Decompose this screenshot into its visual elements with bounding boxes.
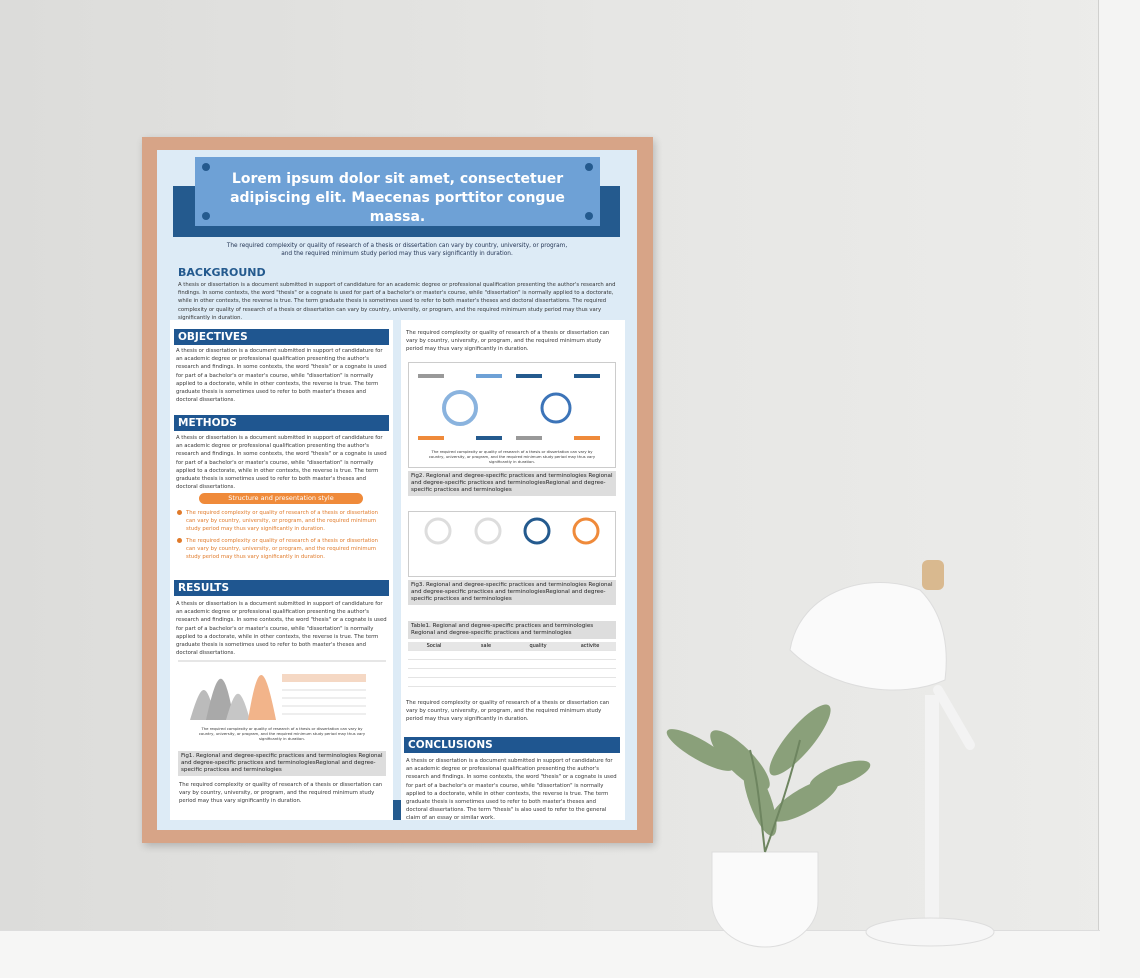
door-frame [1098, 0, 1140, 978]
fig2-graphic [408, 362, 616, 468]
paragraph: The required complexity or quality of re… [179, 782, 383, 805]
paragraph: A thesis or dissertation is a document s… [406, 758, 617, 822]
table [408, 642, 616, 694]
heading: CONCLUSIONS [404, 737, 620, 753]
fig3-graphic [408, 511, 616, 577]
caption: Table1. Regional and degree-specific pra… [408, 621, 616, 639]
left-panel [170, 320, 393, 820]
bullet: The required complexity or quality of re… [177, 509, 386, 534]
caption: Fig1. Regional and degree-specific pract… [178, 751, 386, 776]
heading: METHODS [174, 415, 389, 431]
heading: BACKGROUND [178, 266, 266, 279]
paragraph: A thesis or dissertation is a document s… [178, 282, 616, 321]
table-header-cell: Social [426, 643, 442, 649]
heading: OBJECTIVES [174, 329, 389, 345]
caption: Fig3. Regional and degree-specific pract… [408, 580, 616, 605]
paragraph: A thesis or dissertation is a document s… [176, 435, 387, 491]
paragraph: A thesis or dissertation is a document s… [176, 348, 387, 404]
banner-dots [202, 163, 593, 220]
pill: Structure and presentation style [199, 493, 363, 504]
subtitle: The required complexity or quality of re… [226, 243, 568, 257]
decor [666, 560, 995, 948]
title: Lorem ipsum dolor sit amet, consectetuer… [230, 171, 565, 225]
caption: Fig2. Regional and degree-specific pract… [408, 471, 616, 496]
paragraph: A thesis or dissertation is a document s… [176, 601, 387, 657]
title-banner [195, 157, 600, 226]
bullet: The required complexity or quality of re… [177, 537, 386, 562]
paragraph: The required complexity or quality of re… [406, 700, 610, 723]
table-header-cell: quality [529, 643, 547, 649]
heading: RESULTS [174, 580, 389, 596]
fig1-graphic [178, 660, 386, 720]
paragraph: The required complexity or quality of re… [406, 330, 610, 353]
table-header: Social sale quality activite [408, 642, 616, 650]
figure-note: The required complexity or quality of re… [198, 726, 366, 741]
figure-note: The required complexity or quality of re… [428, 449, 596, 464]
table-header-cell: sale [480, 643, 492, 649]
table-header-cell: activite [580, 643, 600, 649]
